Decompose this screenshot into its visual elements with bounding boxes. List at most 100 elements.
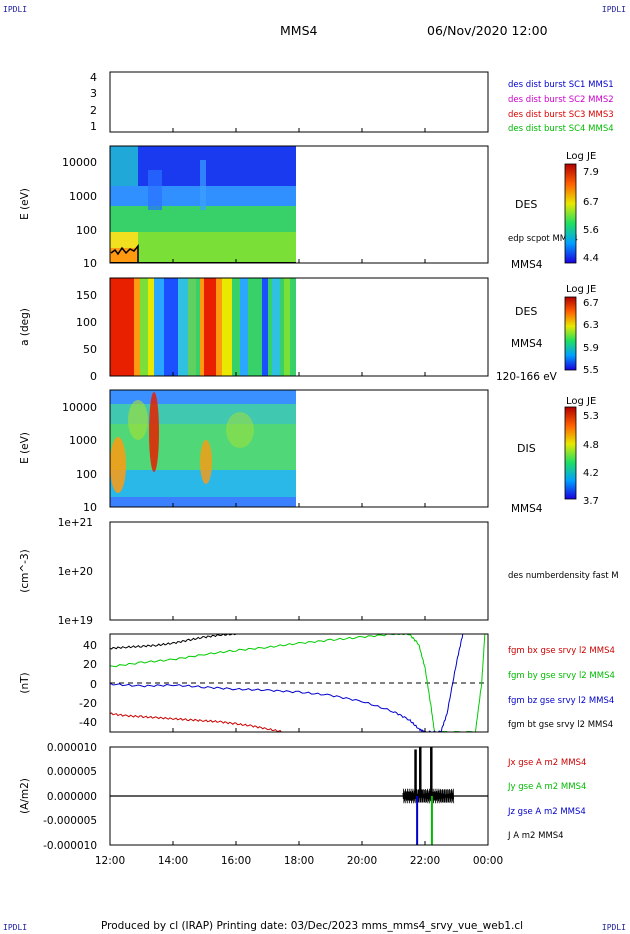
instrument-label: DES (515, 305, 537, 318)
ytick-100: 100 (76, 224, 97, 237)
xtick-label: 14:00 (158, 855, 188, 867)
ytick-40: 40 (83, 639, 97, 652)
spacecraft-title: MMS4 (280, 23, 318, 38)
corner-label-top-left: IPDLI (3, 5, 28, 14)
ytick-1000: 1000 (69, 434, 97, 447)
ytick-3: 3 (90, 87, 97, 100)
corner-label-bottom-right: IPDLI (601, 923, 626, 932)
xtick-label: 00:00 (473, 855, 503, 867)
panel-density: 1e+21 1e+20 1e+19 (cm^-3) des numberdens… (19, 517, 619, 627)
ytick-4: 4 (90, 71, 97, 84)
panel-des-pitch: 150 100 50 0 a (deg) DES MMS4 120-166 eV… (19, 277, 599, 383)
fgm-series-group (110, 634, 488, 732)
xtick-label: 16:00 (221, 855, 251, 867)
ylabel: (cm^-3) (19, 549, 31, 592)
legend-bz: fgm bz gse srvy l2 MMS4 (508, 696, 614, 706)
colorbar-tick: 6.3 (583, 320, 599, 331)
ytick-m5: -0.000005 (43, 815, 97, 827)
colorbar-tick: 6.7 (583, 197, 599, 208)
xtick-label: 22:00 (410, 855, 440, 867)
ylabel: E (eV) (19, 432, 31, 464)
legend-jx: Jx gse A m2 MMS4 (507, 758, 586, 768)
panel-frame (109, 521, 489, 621)
scpot-trace (110, 243, 139, 263)
legend-sc1: des dist burst SC1 MMS1 (508, 80, 614, 90)
spacecraft-label: MMS4 (511, 503, 543, 515)
ytick-20: 20 (83, 658, 97, 671)
panel-availability: 4 3 2 1 des dist burst SC1 MMS1 des dist… (90, 71, 614, 134)
instrument-label: DIS (517, 442, 536, 455)
ytick-10: 10 (83, 501, 97, 514)
ylabel: (nT) (19, 672, 31, 693)
dis-energy-spectrogram (110, 390, 296, 507)
panel-frame (109, 71, 489, 133)
legend-j: J A m2 MMS4 (507, 831, 564, 841)
colorbar-tick: 4.2 (583, 468, 599, 479)
series-bz-line (110, 634, 464, 732)
ytick-minus40: -40 (79, 716, 97, 729)
xtick-label: 20:00 (347, 855, 377, 867)
ylabel: E (eV) (19, 188, 31, 220)
ytick-1e20: 1e+20 (58, 566, 93, 578)
scpot-label: edp scpot MMS4 (508, 234, 578, 244)
colorbar (564, 406, 577, 500)
corner-label-top-right: IPDLI (601, 5, 626, 14)
panel-current: 0.000010 0.000005 0.000000 -0.000005 -0.… (19, 742, 586, 852)
time-axis: 12:00 14:00 16:00 18:00 20:00 22:00 00:00 (95, 128, 503, 867)
colorbar (564, 163, 577, 264)
panel-fgm: 40 20 0 -20 -40 (nT) fgm bx gse srvy l2 … (19, 633, 615, 733)
ytick-0: 0 (90, 370, 97, 383)
ytick-minus20: -20 (79, 697, 97, 710)
colorbar-title: Log JE (566, 151, 596, 162)
legend-jy: Jy gse A m2 MMS4 (507, 782, 586, 792)
current-noise (402, 788, 455, 804)
ytick-10000: 10000 (62, 156, 97, 169)
colorbar-tick: 4.8 (583, 440, 599, 451)
spacecraft-label: MMS4 (511, 338, 543, 350)
corner-label-bottom-left: IPDLI (3, 923, 28, 932)
density-legend: des numberdensity fast M (508, 571, 619, 581)
xtick-label: 18:00 (284, 855, 314, 867)
des-pitch-spectrogram (110, 278, 296, 376)
ytick-1e19: 1e+19 (58, 615, 93, 627)
colorbar-tick: 5.3 (583, 411, 599, 422)
colorbar-tick: 5.6 (583, 225, 599, 236)
colorbar-tick: 6.7 (583, 298, 599, 309)
colorbar-tick: 3.7 (583, 496, 599, 507)
legend-sc3: des dist burst SC3 MMS3 (508, 110, 614, 120)
series-bx-line (110, 712, 284, 732)
ytick-100: 100 (76, 468, 97, 481)
legend-sc4: des dist burst SC4 MMS4 (508, 124, 614, 134)
colorbar-title: Log JE (566, 284, 596, 295)
colorbar-tick: 4.4 (583, 253, 599, 264)
spacecraft-label: MMS4 (511, 259, 543, 271)
ytick-0: 0 (90, 678, 97, 691)
ytick-10000: 10000 (62, 401, 97, 414)
panel-des-energy: 10000 1000 100 10 E (eV) DES edp scpot M… (19, 145, 599, 271)
colorbar (564, 296, 577, 371)
legend-jz: Jz gse A m2 MMS4 (507, 807, 586, 817)
ytick-50: 50 (83, 343, 97, 356)
ylabel: (A/m2) (19, 778, 31, 814)
ytick-1000: 1000 (69, 190, 97, 203)
legend-by: fgm by gse srvy l2 MMS4 (508, 671, 615, 681)
series-bt-line (110, 634, 237, 650)
ytick-p5: 0.000005 (47, 766, 97, 778)
legend-bt: fgm bt gse srvy l2 MMS4 (508, 720, 613, 730)
legend-bx: fgm bx gse srvy l2 MMS4 (508, 646, 615, 656)
ytick-2: 2 (90, 104, 97, 117)
ytick-0: 0.000000 (47, 791, 97, 803)
current-series-group (110, 747, 488, 845)
ytick-p10: 0.000010 (47, 742, 97, 754)
xtick-label: 12:00 (95, 855, 125, 867)
ylabel: a (deg) (19, 308, 31, 346)
ytick-10: 10 (83, 257, 97, 270)
colorbar-tick: 7.9 (583, 167, 599, 178)
colorbar-tick: 5.5 (583, 365, 599, 376)
ytick-1e21: 1e+21 (58, 517, 93, 529)
footer-text: Produced by cl (IRAP) Printing date: 03/… (101, 920, 524, 932)
instrument-label: DES (515, 198, 537, 211)
colorbar-tick: 5.9 (583, 343, 599, 354)
datetime-title: 06/Nov/2020 12:00 (427, 23, 548, 38)
